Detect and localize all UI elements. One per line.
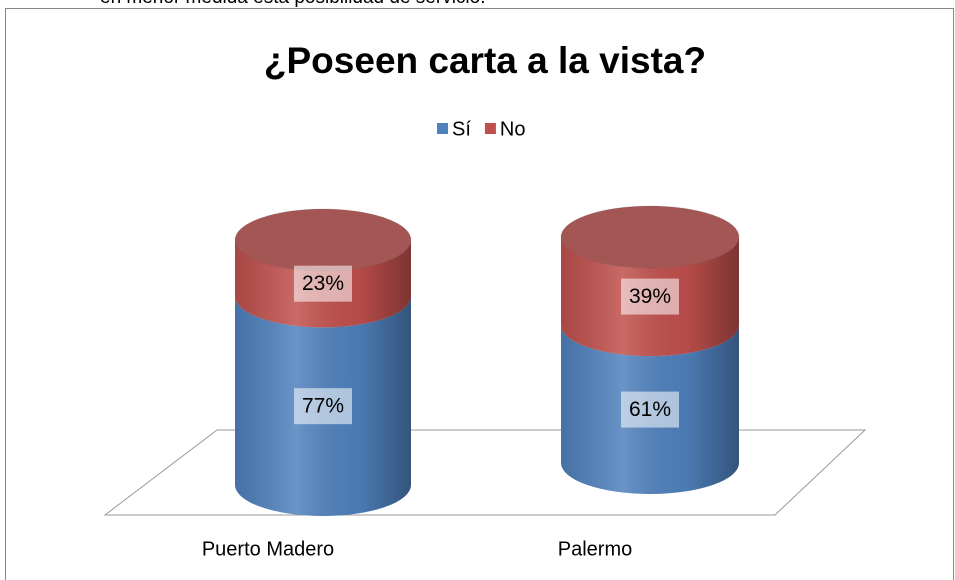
legend-swatch bbox=[437, 123, 448, 134]
cylinder-top bbox=[560, 205, 740, 269]
data-label-box bbox=[621, 391, 679, 428]
x-tick-label: Palermo bbox=[558, 538, 632, 560]
shade bbox=[235, 209, 411, 271]
data-label-box bbox=[294, 265, 352, 302]
data-label: 61% bbox=[629, 398, 671, 421]
floor bbox=[103, 429, 867, 516]
legend: Sí No bbox=[437, 118, 525, 140]
data-label: 39% bbox=[629, 285, 671, 308]
chart-title: ¿Poseen carta a la vista? bbox=[264, 40, 706, 81]
shade bbox=[561, 206, 739, 268]
legend-swatch bbox=[484, 123, 496, 134]
legend-label: Sí bbox=[452, 118, 471, 140]
data-label: 23% bbox=[302, 272, 344, 295]
data-label: 77% bbox=[302, 395, 344, 418]
data-label-box bbox=[621, 278, 679, 315]
data-label-box bbox=[294, 388, 352, 425]
header-text: en menor medida esta posibilidad de serv… bbox=[100, 0, 486, 8]
legend-label: No bbox=[500, 118, 526, 140]
x-tick-label: Puerto Madero bbox=[202, 538, 334, 560]
